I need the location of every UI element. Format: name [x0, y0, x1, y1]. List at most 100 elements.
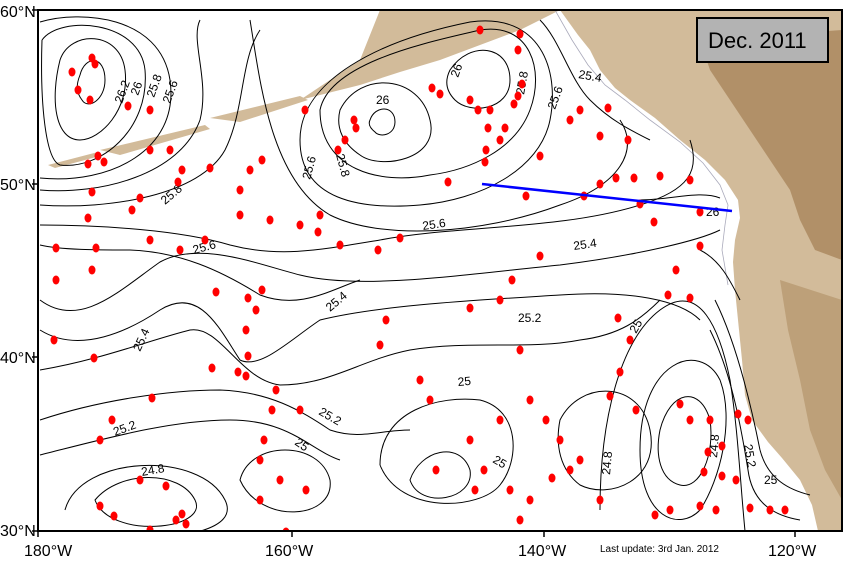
float-marker — [260, 435, 268, 445]
float-marker — [334, 145, 342, 155]
float-marker — [596, 495, 604, 505]
float-marker — [92, 243, 100, 253]
float-marker — [486, 105, 494, 115]
contour-label: 25.6 — [191, 237, 217, 257]
float-marker — [166, 145, 174, 155]
float-marker — [616, 367, 624, 377]
float-marker — [522, 191, 530, 201]
float-marker — [341, 135, 349, 145]
float-marker — [436, 89, 444, 99]
float-marker — [518, 79, 526, 89]
contour-label: 26 — [706, 205, 720, 219]
float-marker — [146, 105, 154, 115]
float-marker — [612, 173, 620, 183]
float-marker — [482, 145, 490, 155]
float-marker — [650, 217, 658, 227]
lon-tick-180w: 180°W — [24, 543, 73, 560]
float-marker — [201, 235, 209, 245]
float-marker — [686, 175, 694, 185]
shelf-outline — [554, 10, 729, 286]
float-marker — [696, 207, 704, 217]
float-marker — [526, 395, 534, 405]
float-marker — [476, 25, 484, 35]
contour-label: 24.8 — [140, 461, 166, 479]
float-marker — [548, 473, 556, 483]
float-marker — [244, 293, 252, 303]
float-marker — [508, 275, 516, 285]
float-marker — [136, 193, 144, 203]
float-marker — [376, 340, 384, 350]
float-marker — [258, 155, 266, 165]
float-marker — [718, 441, 726, 451]
float-marker — [88, 187, 96, 197]
contour-label: 25.2 — [741, 443, 759, 469]
float-marker — [426, 395, 434, 405]
float-marker — [781, 505, 789, 515]
contour-label: 26 — [448, 61, 466, 79]
float-marker — [178, 165, 186, 175]
float-marker — [350, 115, 358, 125]
float-marker — [576, 105, 584, 115]
float-marker — [96, 435, 104, 445]
date-label: Dec. 2011 — [708, 28, 807, 53]
float-marker — [148, 393, 156, 403]
float-marker — [84, 213, 92, 223]
float-marker — [178, 509, 186, 519]
land-alaska-peninsula — [300, 10, 560, 100]
float-marker — [236, 185, 244, 195]
float-marker — [110, 511, 118, 521]
float-marker — [481, 157, 489, 167]
lat-tick-40n: 40°N — [0, 350, 36, 367]
float-marker — [672, 265, 680, 275]
float-marker — [566, 115, 574, 125]
float-marker — [316, 210, 324, 220]
axis-ticks — [32, 9, 796, 537]
float-marker — [242, 371, 250, 381]
float-marker — [244, 351, 252, 361]
float-marker — [68, 67, 76, 77]
float-marker — [516, 345, 524, 355]
float-marker — [96, 501, 104, 511]
float-marker — [651, 510, 659, 520]
float-marker — [206, 163, 214, 173]
float-marker — [352, 123, 360, 133]
float-marker — [686, 293, 694, 303]
float-marker — [566, 465, 574, 475]
float-marker — [766, 505, 774, 515]
land-relief — [700, 30, 842, 260]
float-marker — [234, 367, 242, 377]
float-marker — [301, 105, 309, 115]
float-marker — [302, 485, 310, 495]
float-marker — [666, 505, 674, 515]
last-update-text: Last update: 3rd Jan. 2012 — [600, 544, 719, 555]
float-marker — [50, 335, 58, 345]
contour-label: 25.4 — [572, 236, 597, 253]
contour-label: 25.6 — [299, 154, 319, 180]
float-marker — [256, 495, 264, 505]
section-line — [481, 182, 733, 213]
float-marker — [596, 131, 604, 141]
contour-label: 25.8 — [333, 152, 353, 178]
float-marker — [252, 305, 260, 315]
float-marker — [52, 243, 60, 253]
lon-tick-140w: 140°W — [518, 543, 567, 560]
float-marker — [506, 485, 514, 495]
float-marker — [746, 503, 754, 513]
date-box — [696, 17, 829, 63]
contour-label: 26 — [376, 93, 390, 107]
float-marker — [212, 287, 220, 297]
float-marker — [484, 123, 492, 133]
float-marker — [314, 227, 322, 237]
float-marker — [466, 303, 474, 313]
land-aleutians-3 — [48, 152, 100, 168]
float-marker — [496, 135, 504, 145]
float-marker — [256, 455, 264, 465]
float-marker — [374, 245, 382, 255]
float-marker — [258, 285, 266, 295]
float-marker — [182, 519, 190, 529]
float-marker — [624, 135, 632, 145]
float-marker — [432, 465, 440, 475]
lat-tick-50n: 50°N — [0, 177, 36, 194]
float-marker — [90, 353, 98, 363]
float-marker — [496, 415, 504, 425]
